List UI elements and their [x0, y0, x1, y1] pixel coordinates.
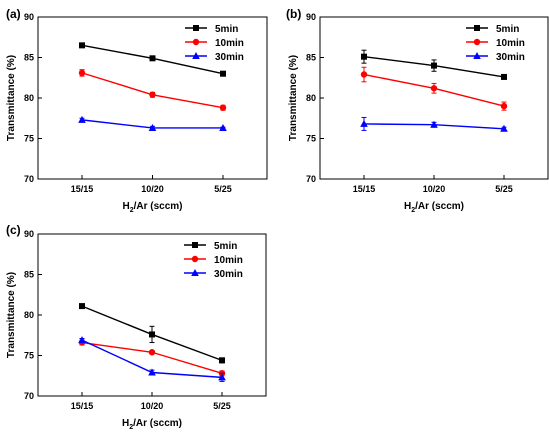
- legend-marker: [474, 25, 480, 31]
- data-point: [500, 102, 508, 110]
- y-tick-label: 90: [24, 229, 34, 239]
- data-point: [431, 62, 437, 69]
- data-point: [149, 91, 156, 98]
- x-axis-title: H2/Ar (sccm): [122, 201, 182, 214]
- legend-marker: [192, 38, 200, 46]
- legend-label: 30min: [215, 52, 244, 63]
- series-5min: [79, 42, 226, 77]
- y-tick-label: 80: [24, 93, 34, 103]
- series-5min: [79, 303, 225, 364]
- legend-label: 10min: [215, 38, 244, 49]
- y-tick-label: 80: [24, 310, 34, 320]
- legend-item-30min: 30min: [466, 52, 525, 63]
- data-point: [501, 73, 507, 80]
- data-point: [149, 55, 156, 62]
- legend-label: 5min: [496, 24, 519, 35]
- data-point: [430, 120, 438, 128]
- legend-item-10min: 10min: [466, 38, 525, 49]
- legend-item-30min: 30min: [185, 52, 244, 63]
- legend-label: 10min: [214, 255, 243, 266]
- data-point: [79, 42, 85, 49]
- series-10min: [360, 66, 508, 111]
- legend-item-5min: 5min: [466, 24, 519, 35]
- series-30min: [360, 116, 508, 132]
- y-tick-label: 75: [24, 351, 34, 361]
- data-point: [430, 85, 438, 92]
- data-point: [360, 71, 368, 78]
- y-tick-label: 70: [24, 174, 34, 184]
- x-tick-label: 10/20: [141, 401, 164, 411]
- series-10min: [78, 69, 227, 111]
- data-point: [219, 104, 227, 111]
- legend-item-5min: 5min: [184, 241, 237, 252]
- y-tick-label: 90: [24, 12, 34, 22]
- y-tick-label: 85: [306, 53, 316, 63]
- y-tick-label: 90: [306, 12, 316, 22]
- y-tick-label: 70: [306, 174, 316, 184]
- legend-marker: [473, 38, 481, 46]
- x-axis-title: H2/Ar (sccm): [404, 201, 464, 214]
- legend-marker: [191, 255, 199, 263]
- x-tick-label: 10/20: [141, 184, 164, 194]
- y-tick-label: 85: [24, 53, 34, 63]
- x-tick-label: 15/15: [71, 184, 94, 194]
- legend-item-10min: 10min: [184, 255, 243, 266]
- panel-label: (b): [286, 7, 301, 21]
- legend-marker: [191, 269, 199, 276]
- series-10min: [78, 339, 226, 377]
- legend-marker: [192, 242, 198, 248]
- y-tick-label: 85: [24, 270, 34, 280]
- y-axis-title: Transmittance (%): [6, 272, 17, 358]
- data-point: [148, 349, 156, 356]
- y-axis-title: Transmittance (%): [288, 55, 299, 141]
- legend-item-10min: 10min: [185, 38, 244, 49]
- data-point: [220, 70, 226, 77]
- x-tick-label: 5/25: [495, 184, 513, 194]
- chart-panel-1: (a) 70 75 80 85 90 15/15 10/20 5/25 Transmittance…: [6, 7, 268, 214]
- panel-label: (c): [6, 223, 21, 237]
- series-5min: [361, 49, 507, 80]
- data-point: [149, 331, 155, 338]
- data-point: [218, 373, 226, 381]
- data-point: [78, 115, 86, 123]
- data-point: [148, 368, 156, 376]
- chart-panel-2: (b) 70 75 80 85 90 15/15 10/20 5/25 Transmittance…: [286, 7, 549, 214]
- data-point: [79, 303, 85, 310]
- x-tick-label: 15/15: [353, 184, 376, 194]
- y-tick-label: 75: [306, 134, 316, 144]
- x-tick-label: 5/25: [213, 401, 231, 411]
- y-tick-label: 70: [24, 391, 34, 401]
- series-30min: [78, 336, 226, 382]
- y-axis-title: Transmittance (%): [6, 55, 17, 141]
- legend-marker: [473, 52, 481, 59]
- chart-panel-3: (c) 70 75 80 85 90 15/15 10/20 5/25 Transmittance…: [6, 223, 267, 431]
- x-tick-label: 10/20: [423, 184, 446, 194]
- y-tick-label: 75: [24, 134, 34, 144]
- legend-item-5min: 5min: [185, 24, 238, 35]
- panel-label: (a): [6, 7, 21, 21]
- data-point: [219, 123, 227, 131]
- data-point: [361, 53, 367, 60]
- y-tick-label: 80: [306, 93, 316, 103]
- x-tick-label: 5/25: [214, 184, 232, 194]
- legend-label: 5min: [215, 24, 238, 35]
- series-30min: [78, 115, 227, 131]
- legend-label: 10min: [496, 38, 525, 49]
- data-point: [78, 69, 86, 77]
- series-line: [81, 72, 224, 109]
- data-point: [148, 123, 157, 131]
- data-point: [78, 336, 86, 344]
- legend-label: 5min: [214, 241, 237, 252]
- x-tick-label: 15/15: [71, 401, 94, 411]
- data-point: [360, 119, 368, 127]
- legend-marker: [192, 52, 200, 59]
- x-axis-title: H2/Ar (sccm): [122, 418, 182, 431]
- legend-item-30min: 30min: [184, 269, 243, 280]
- data-point: [500, 124, 508, 132]
- legend-marker: [193, 25, 199, 31]
- legend-label: 30min: [496, 52, 525, 63]
- data-point: [219, 357, 225, 364]
- legend-label: 30min: [214, 269, 243, 280]
